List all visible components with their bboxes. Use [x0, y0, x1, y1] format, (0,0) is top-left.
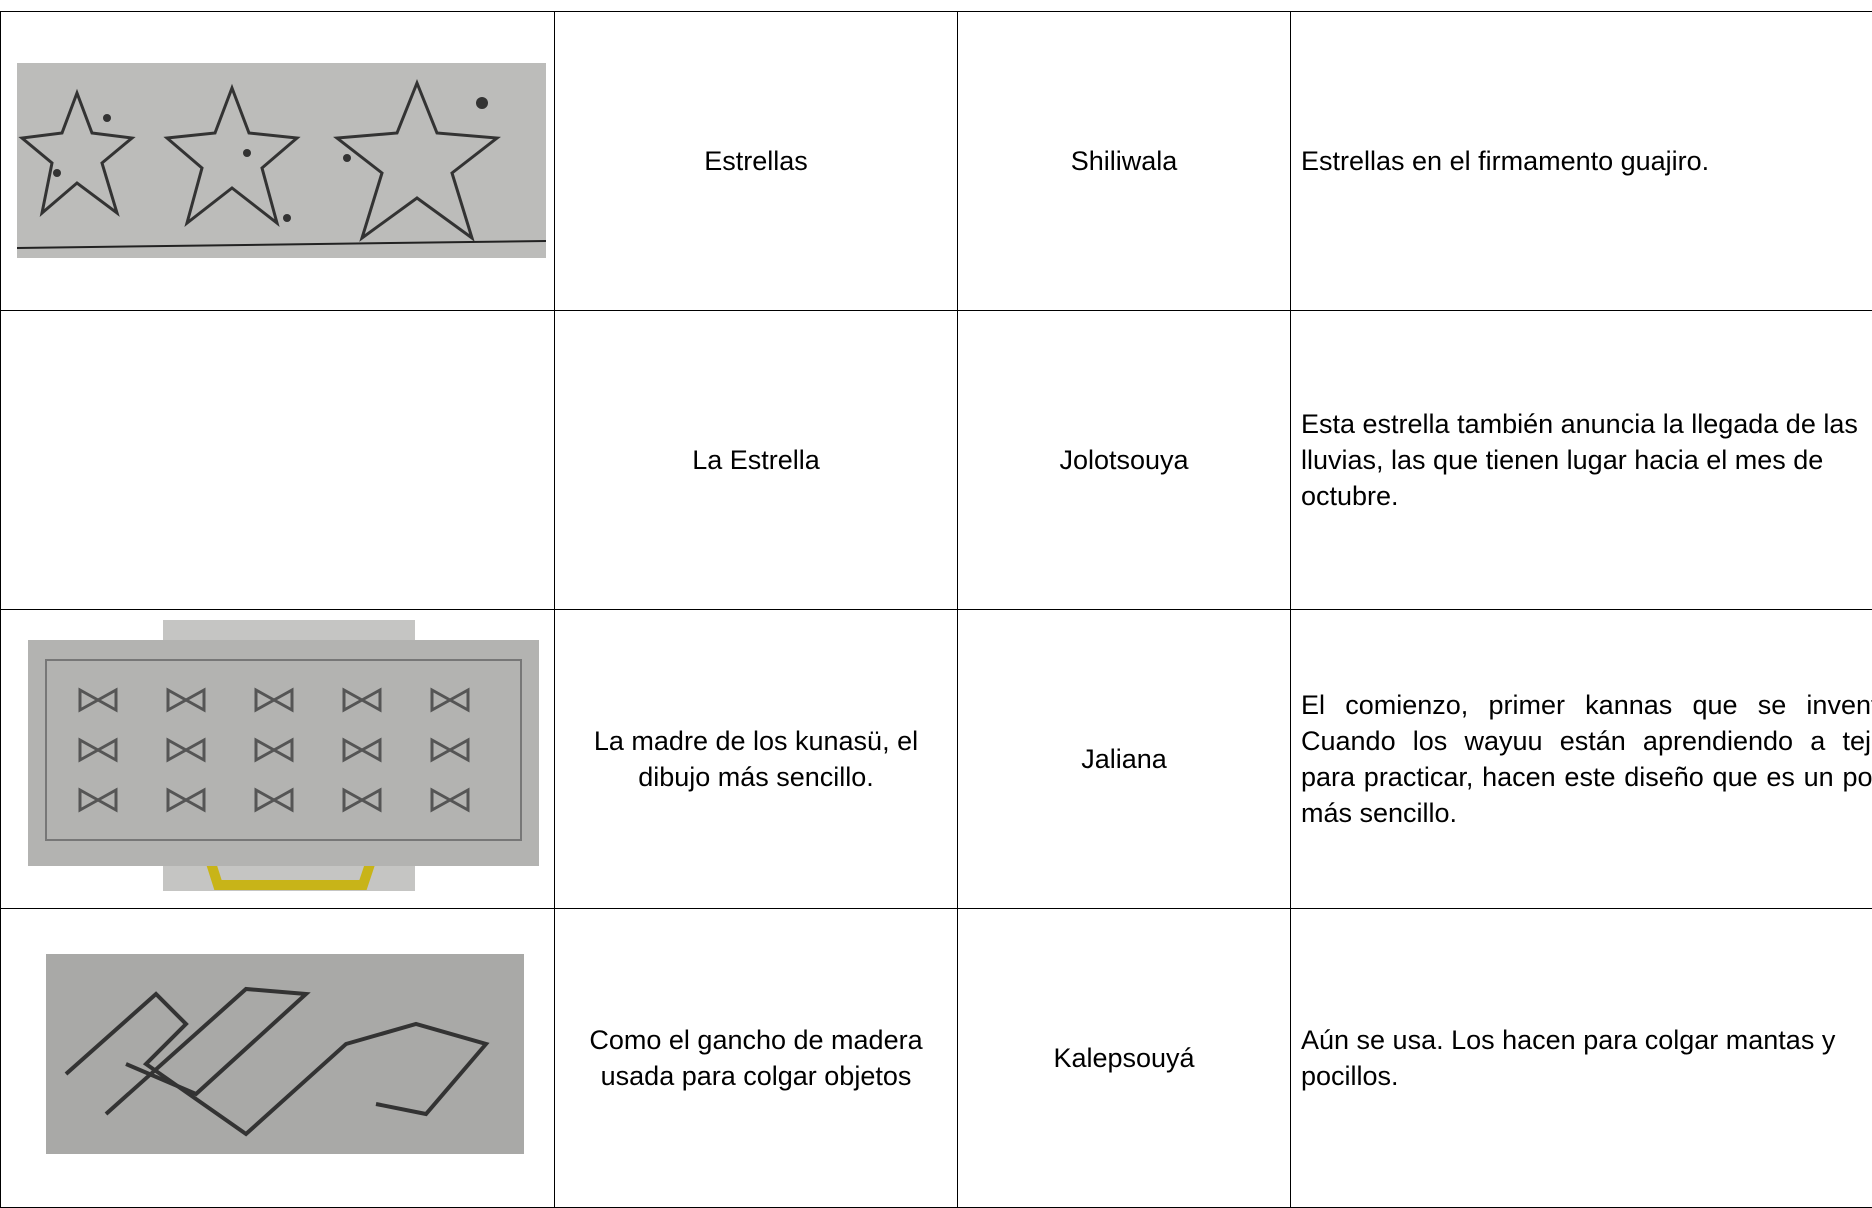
cell-text: La madre de los kunasü, el dibujo más se… — [575, 723, 937, 795]
design-drawing — [28, 640, 539, 866]
table-row: Estrellas Shiliwala Estrellas en el firmam… — [1, 12, 1872, 311]
cell-text: Aún se usa. Los hacen para colgar mantas… — [1301, 1022, 1872, 1094]
cell-text: El comienzo, primer kannas que se invent… — [1301, 687, 1872, 831]
cell-text: Jolotsouya — [958, 442, 1290, 478]
design-image-cell — [1, 311, 555, 610]
description-cell: El comienzo, primer kannas que se invent… — [1291, 610, 1872, 909]
wayuu-name-cell: Shiliwala — [958, 12, 1291, 311]
cell-text: Kalepsouyá — [958, 1040, 1290, 1076]
description-cell: Aún se usa. Los hacen para colgar mantas… — [1291, 909, 1872, 1208]
table-row: La Estrella Jolotsouya Esta estrella tambi… — [1, 311, 1872, 610]
cell-text: Estrellas — [575, 143, 937, 179]
wayuu-name-cell: Jaliana — [958, 610, 1291, 909]
description-cell: Esta estrella también anuncia la llegada… — [1291, 311, 1872, 610]
description-cell: Estrellas en el firmamento guajiro. — [1291, 12, 1872, 311]
cell-text: Jaliana — [958, 741, 1290, 777]
design-drawing — [17, 63, 546, 258]
table-row: La madre de los kunasü, el dibujo más se… — [1, 610, 1872, 909]
meaning-cell: Estrellas — [555, 12, 958, 311]
meaning-cell: Como el gancho de madera usada para colg… — [555, 909, 958, 1208]
design-image-cell — [1, 610, 555, 909]
meaning-cell: La Estrella — [555, 311, 958, 610]
wayuu-name-cell: Kalepsouyá — [958, 909, 1291, 1208]
design-drawing — [46, 954, 524, 1154]
design-image-cell — [1, 909, 555, 1208]
cell-text: Shiliwala — [958, 143, 1290, 179]
cell-text: Estrellas en el firmamento guajiro. — [1301, 143, 1872, 179]
cell-text: Como el gancho de madera usada para colg… — [575, 1022, 937, 1094]
meaning-cell: La madre de los kunasü, el dibujo más se… — [555, 610, 958, 909]
cell-text: La Estrella — [575, 442, 937, 478]
table-row: Como el gancho de madera usada para colg… — [1, 909, 1872, 1208]
wayuu-name-cell: Jolotsouya — [958, 311, 1291, 610]
design-table: Estrellas Shiliwala Estrellas en el firmam… — [0, 11, 1872, 1208]
cell-text: Esta estrella también anuncia la llegada… — [1301, 406, 1872, 514]
design-image-cell — [1, 12, 555, 311]
